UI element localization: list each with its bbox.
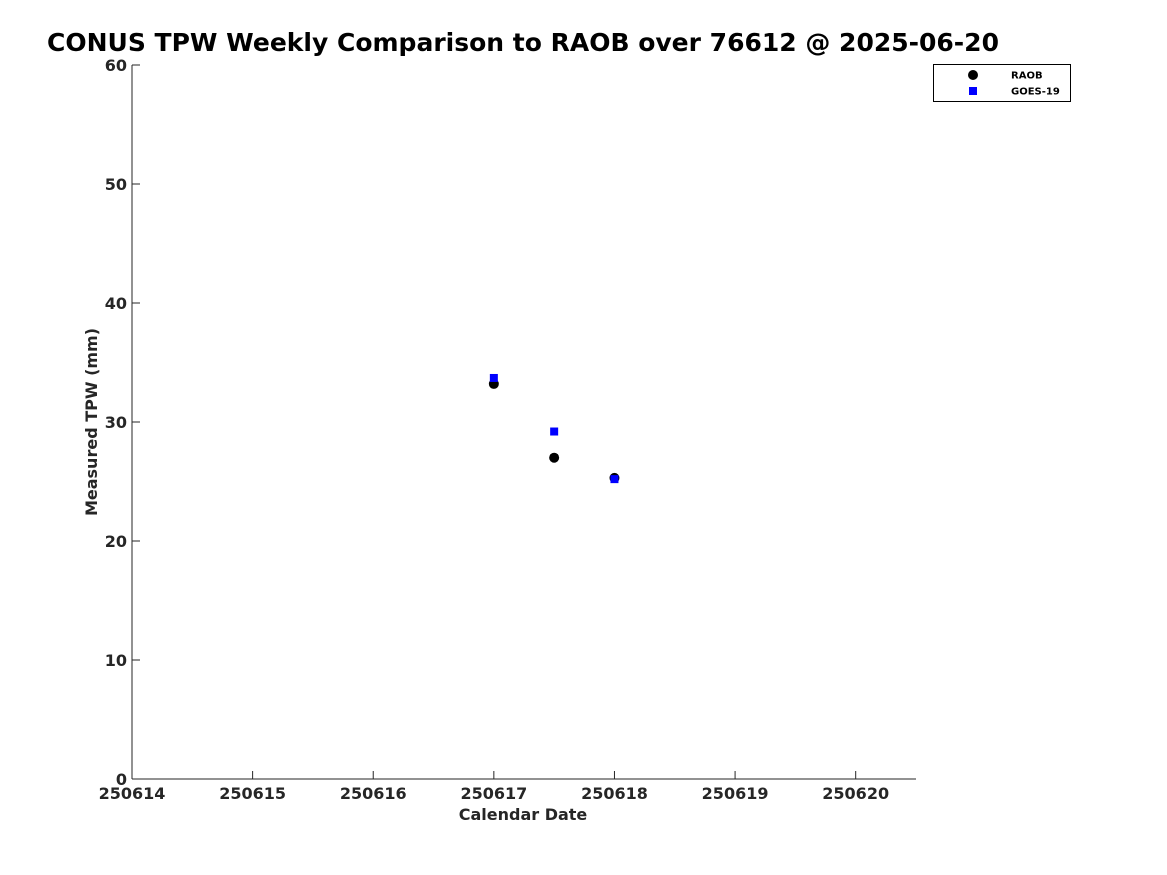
x-axis-ticks: 250614 250615 250616 250617 250618 250619 2506… [99,771,889,803]
y-tick-label: 10 [105,651,127,670]
y-tick-label: 20 [105,532,127,551]
goes-19-point [489,373,498,382]
chart-title: CONUS TPW Weekly Comparison to RAOB over… [47,28,999,57]
y-axis-label: Measured TPW (mm) [82,328,101,516]
y-tick-label: 60 [105,56,127,75]
legend-marker-raob [968,70,978,80]
legend: RAOB GOES-19 [933,64,1071,102]
y-axis-ticks: 0 10 20 30 40 50 60 [105,56,140,789]
y-tick-label: 40 [105,294,127,313]
y-tick-label: 0 [116,770,127,789]
x-tick-label: 250616 [340,784,407,803]
x-tick-label: 250615 [219,784,286,803]
legend-marker-goes-19 [969,87,977,95]
raob-point [549,452,560,463]
legend-box [933,64,1071,102]
x-tick-label: 250617 [460,784,527,803]
y-tick-label: 30 [105,413,127,432]
x-tick-label: 250620 [822,784,889,803]
plot-axes [131,65,916,780]
data-points [488,373,620,484]
legend-label-raob: RAOB [1011,71,1043,82]
y-tick-label: 50 [105,175,127,194]
x-axis-label: Calendar Date [459,805,588,824]
goes-19-point [610,475,619,484]
x-tick-label: 250618 [581,784,648,803]
x-tick-label: 250619 [702,784,769,803]
goes-19-point [550,427,559,436]
legend-label-goes-19: GOES-19 [1011,87,1060,98]
x-tick-label: 250614 [99,784,166,803]
